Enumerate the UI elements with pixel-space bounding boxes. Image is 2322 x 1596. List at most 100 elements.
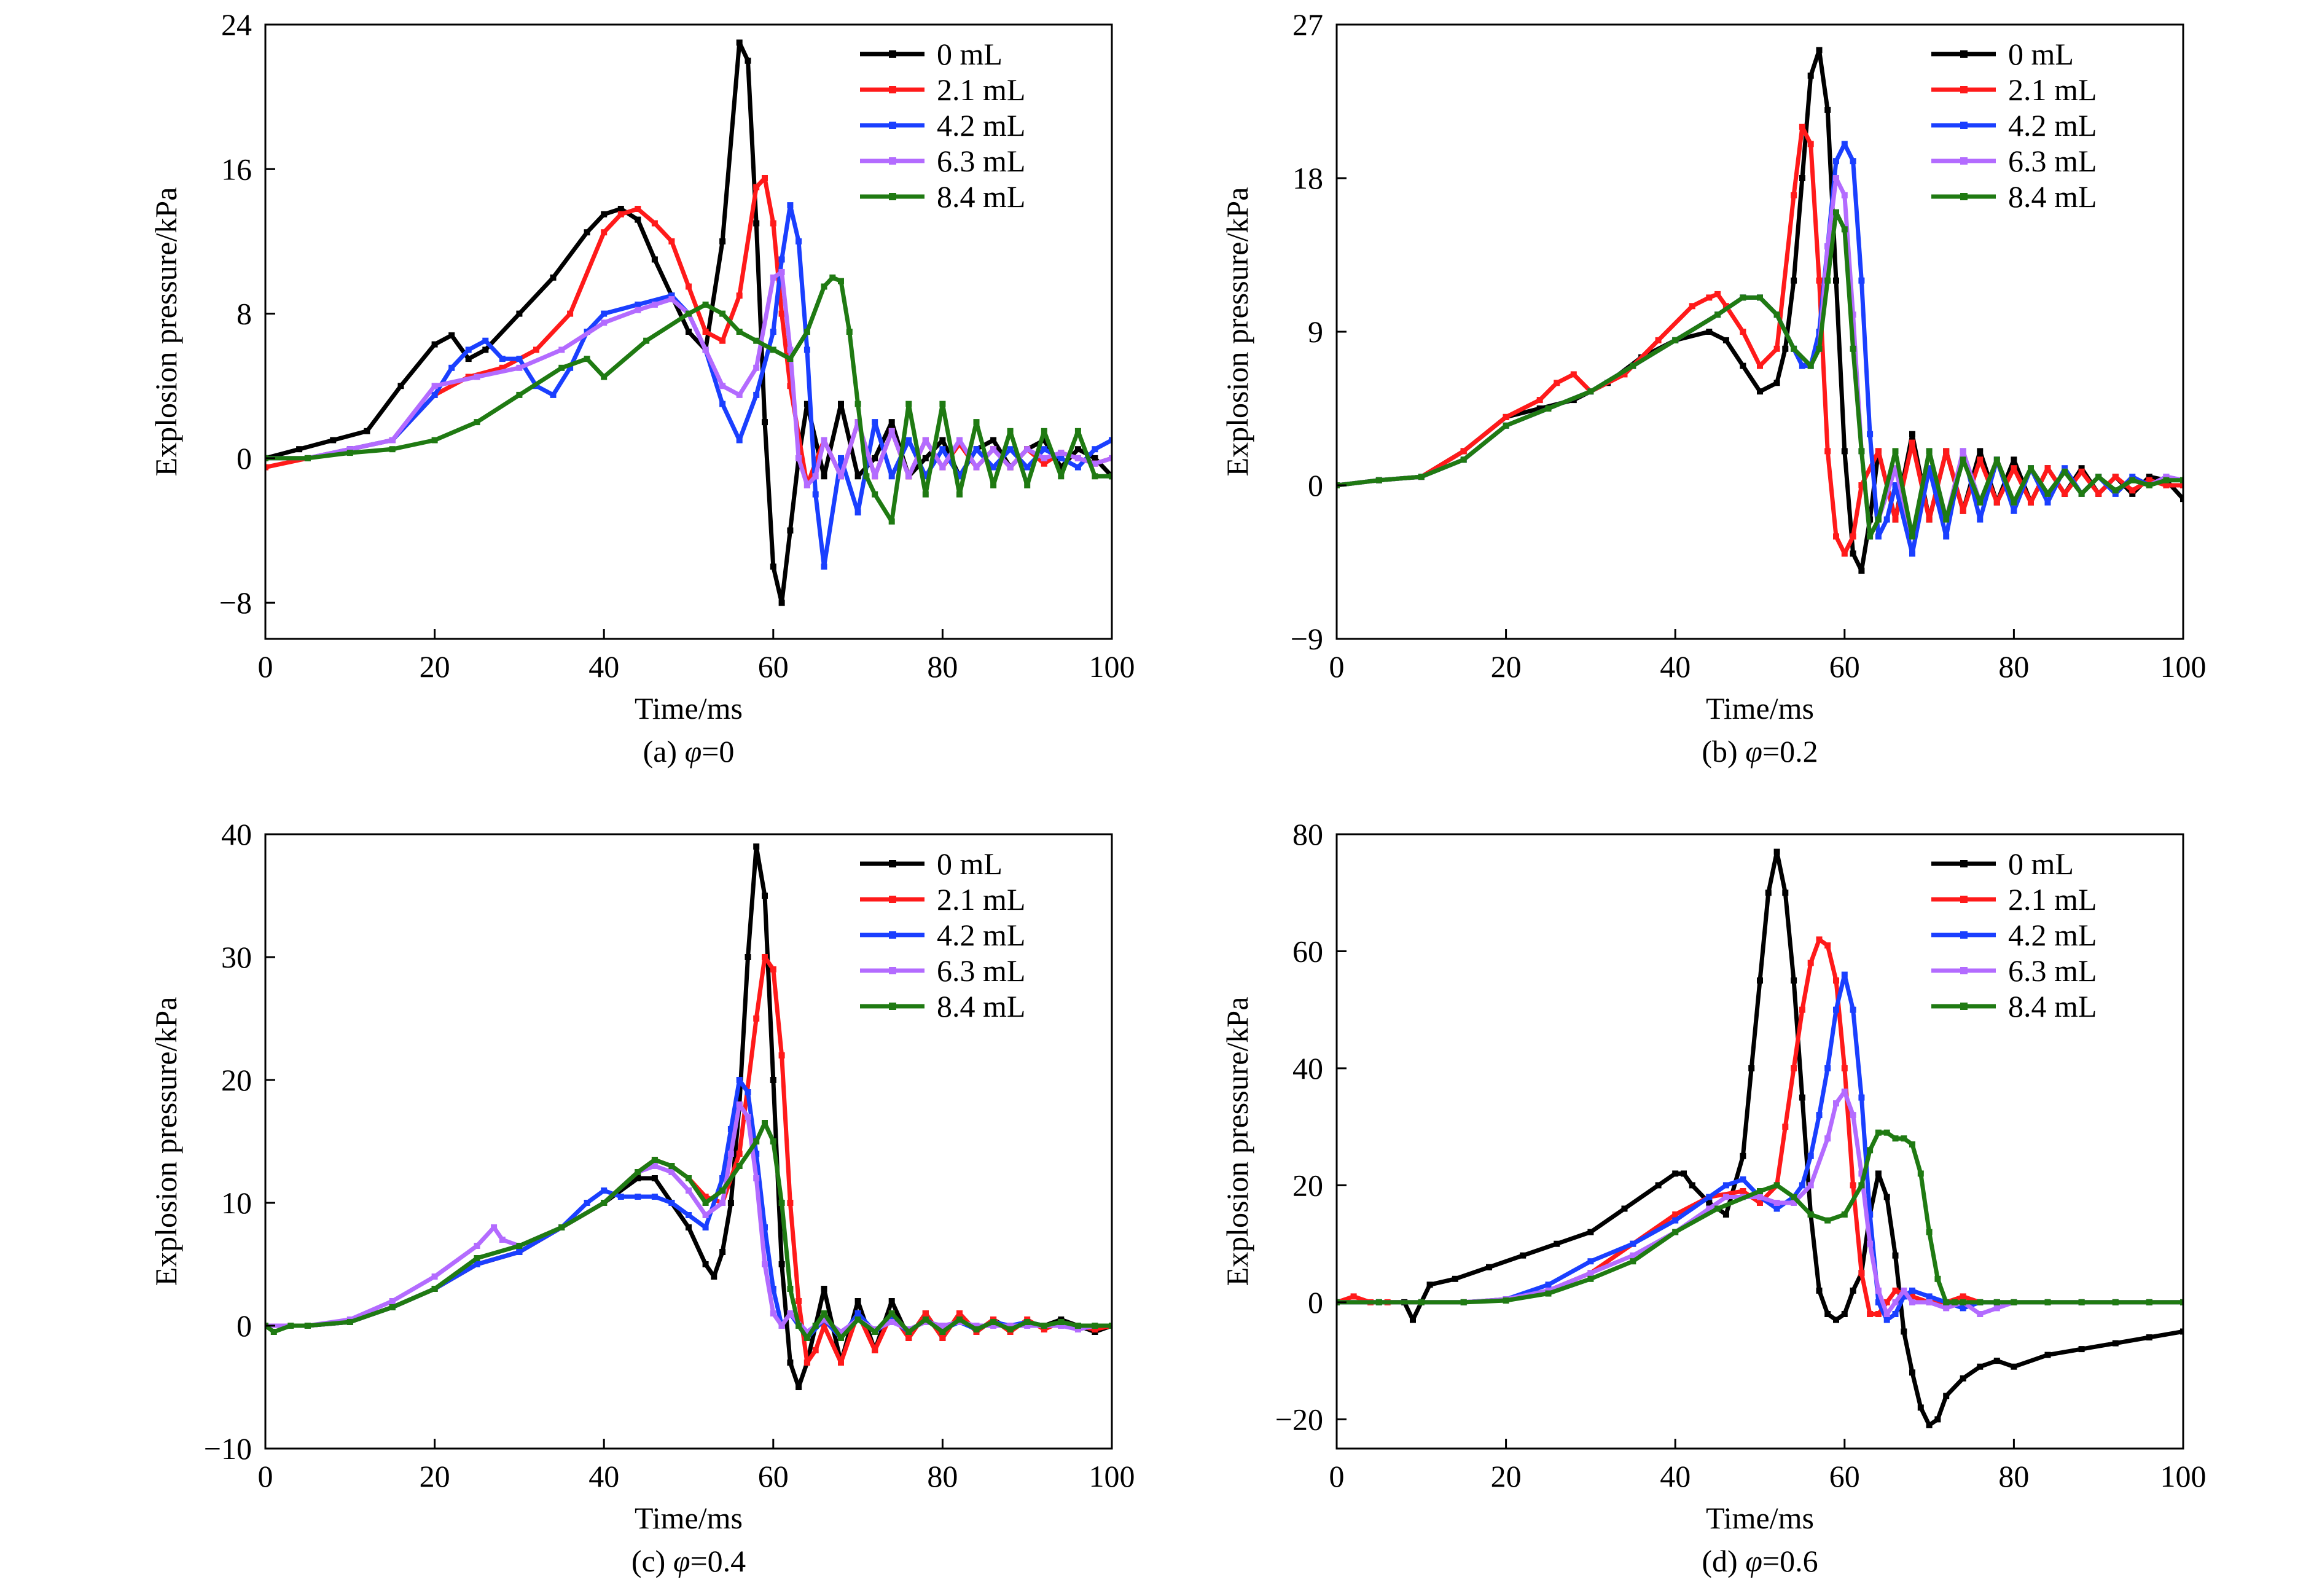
series-point	[2129, 474, 2136, 480]
series-point	[702, 1212, 709, 1218]
series-point	[1799, 1094, 1805, 1101]
series-point	[778, 1200, 785, 1206]
series-point	[770, 563, 776, 570]
legend-label: 6.3 mL	[2008, 144, 2097, 178]
series-point	[1993, 456, 2000, 463]
series-point	[1041, 455, 1047, 461]
series-point	[2078, 1299, 2085, 1305]
series-point	[762, 1224, 768, 1230]
legend-marker	[1960, 122, 1968, 129]
series-point	[939, 401, 946, 407]
series-point	[2011, 465, 2017, 472]
series-point	[2180, 496, 2183, 503]
series-point	[939, 1335, 946, 1341]
series-point	[1041, 428, 1047, 434]
panel-caption: (d) φ=0.6	[1702, 1544, 1818, 1578]
series-point	[2112, 490, 2119, 497]
series-point	[617, 211, 624, 217]
series-point	[1041, 460, 1047, 467]
series-point	[796, 1323, 802, 1329]
legend-label: 0 mL	[937, 37, 1003, 71]
series-point	[635, 216, 641, 223]
series-point	[448, 332, 455, 338]
series-point	[1092, 1326, 1098, 1332]
series-point	[1867, 533, 1874, 540]
series-point	[686, 1187, 692, 1194]
series-point	[1977, 499, 1984, 506]
series-point	[1782, 1124, 1789, 1130]
series-point	[1875, 1299, 1882, 1305]
series-point	[1092, 1323, 1098, 1329]
series-point	[838, 455, 844, 461]
series-point	[956, 473, 963, 480]
legend-marker	[1960, 896, 1968, 903]
plot-frame	[264, 23, 1113, 640]
series-point	[888, 473, 895, 480]
series-point	[1824, 942, 1831, 949]
series-point	[803, 329, 810, 335]
series-point	[1773, 1200, 1780, 1206]
series-point	[1816, 1287, 1823, 1294]
series-point	[1824, 1135, 1831, 1142]
series-point	[516, 1243, 523, 1249]
y-tick-label: −8	[219, 585, 252, 620]
series-point	[821, 1323, 827, 1329]
series-point	[668, 296, 675, 303]
y-tick-label: 0	[237, 1308, 252, 1343]
series-point	[2163, 482, 2170, 488]
x-axis-label: Time/ms	[635, 1501, 743, 1535]
series-point	[1909, 533, 1915, 540]
series-point	[1833, 158, 1839, 165]
series-point	[1621, 1205, 1628, 1212]
series-point	[1545, 1281, 1552, 1288]
series-point	[1917, 1170, 1924, 1177]
series-point	[1824, 106, 1831, 113]
series-point	[1867, 431, 1874, 437]
plot-frame	[264, 833, 1113, 1450]
legend-label: 2.1 mL	[2008, 882, 2097, 917]
series-point	[2146, 1334, 2152, 1340]
panel-caption: (a) φ=0	[643, 734, 735, 769]
series-point	[1587, 1258, 1594, 1265]
series-point	[1503, 413, 1509, 420]
legend-label: 4.2 mL	[2008, 918, 2097, 952]
series-point	[668, 1163, 675, 1169]
series-point	[1375, 1299, 1382, 1305]
series-point	[1058, 450, 1065, 456]
series-point	[1977, 456, 1984, 463]
series-point	[1960, 456, 1966, 463]
panel-c: 0 20 40 60 80 100−10010203040Time/msExplosion…	[149, 817, 1135, 1578]
series-point	[812, 1347, 819, 1353]
y-tick-label: 8	[237, 297, 252, 331]
series-point	[1007, 446, 1014, 453]
series-point	[304, 1323, 311, 1329]
series-point	[1892, 1287, 1899, 1294]
series-point	[838, 1359, 844, 1366]
series-point	[1773, 1205, 1780, 1212]
series-point	[905, 473, 912, 480]
series-point	[753, 337, 760, 344]
series-point	[1007, 1326, 1014, 1332]
series-line-4-2-ml	[1337, 972, 2183, 1322]
series-point	[1689, 303, 1695, 310]
series-point	[1977, 516, 1984, 523]
series-point	[702, 1261, 709, 1267]
series-point	[330, 437, 337, 444]
series-point	[1520, 1252, 1526, 1259]
caption-value: =0.4	[690, 1544, 746, 1578]
y-tick-label: 0	[1308, 468, 1323, 503]
series-point	[2146, 474, 2152, 480]
series-point	[838, 401, 844, 407]
series-point	[1714, 1205, 1721, 1212]
series-point	[778, 268, 785, 275]
series-point	[482, 337, 489, 344]
series-point	[1850, 1006, 1856, 1013]
series-point	[1765, 890, 1772, 896]
series-point	[1041, 1323, 1047, 1329]
series-point	[516, 364, 523, 371]
series-point	[550, 274, 557, 281]
series-point	[1841, 1211, 1848, 1218]
series-line-8-4-ml	[265, 275, 1112, 524]
series-point	[1630, 1240, 1636, 1247]
series-point	[821, 437, 827, 444]
